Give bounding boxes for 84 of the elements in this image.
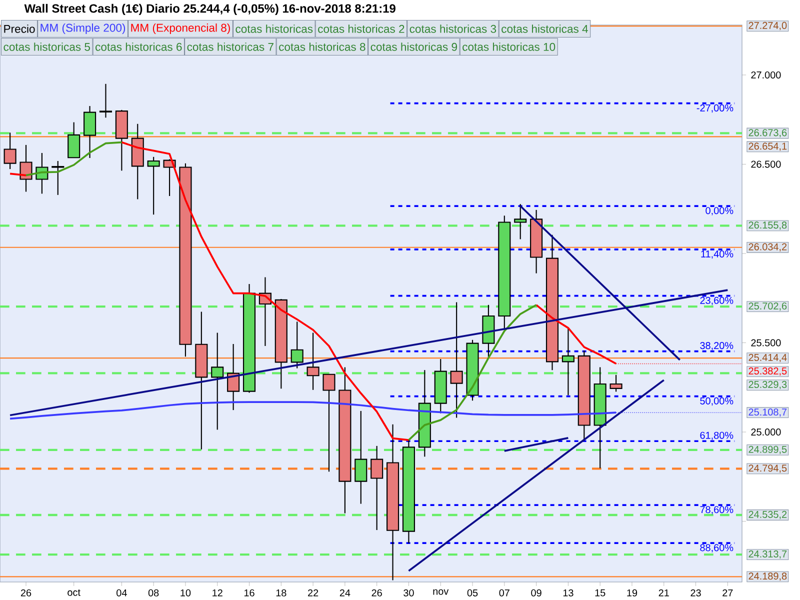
text: MM (Exponencial 8) xyxy=(131,23,230,34)
annotation: 38,20% xyxy=(700,342,734,350)
data-label: 25.382,5 xyxy=(748,367,787,376)
annotation: 78,60% xyxy=(700,506,734,514)
candlestick xyxy=(450,302,463,418)
annotation: cotas historicas 6 xyxy=(96,42,182,51)
candlestick xyxy=(4,132,16,170)
ref-line-label: 24.899,5 xyxy=(748,446,787,454)
line-series xyxy=(120,141,410,441)
candlestick xyxy=(52,160,64,196)
x-tick-label: 22 xyxy=(308,589,318,596)
x-tick-label: 07 xyxy=(499,589,510,596)
annotation: 23,60% xyxy=(700,296,734,306)
x-tick-label: 27 xyxy=(722,589,733,596)
y-tick-label: 27.000 xyxy=(751,71,781,78)
x-tick-label: 24 xyxy=(340,589,350,596)
candlestick xyxy=(610,374,622,392)
y-tick-label: 25.000 xyxy=(751,428,781,436)
annotation: 88,60% xyxy=(700,544,734,552)
annotation: cotas historicas 2 xyxy=(318,24,404,33)
candlestick xyxy=(354,410,368,504)
annotation: 50,00% xyxy=(700,397,734,406)
candlestick xyxy=(227,343,240,411)
x-tick-label: 30 xyxy=(404,589,414,596)
ref-line-label: 24.535,2 xyxy=(748,510,787,520)
candlestick xyxy=(370,445,384,531)
x-tick-label: 19 xyxy=(627,589,638,596)
ref-line-label: 26.034,2 xyxy=(748,243,787,252)
x-tick-label: 16 xyxy=(244,589,254,596)
ref-line-label: 24.794,5 xyxy=(748,464,787,473)
x-tick-label: 10 xyxy=(180,589,191,596)
x-tick-label: 18 xyxy=(276,589,286,596)
x-tick-label: 26 xyxy=(20,589,32,596)
annotation: cotas historicas 9 xyxy=(370,42,458,51)
candlestick xyxy=(322,373,336,472)
candlestick xyxy=(562,328,574,396)
x-tick-label: 21 xyxy=(658,589,669,596)
x-tick-label: 26 xyxy=(372,589,382,596)
ref-line-label: 26.155,8 xyxy=(748,222,787,230)
candlestick xyxy=(290,321,304,369)
x-tick-label: 12 xyxy=(212,589,222,596)
x-tick-label: nov xyxy=(433,589,449,595)
line-series xyxy=(408,304,538,441)
x-tick-label: 23 xyxy=(690,589,701,596)
ref-line-label: 26.654,1 xyxy=(748,142,787,151)
annotation: 61,80% xyxy=(700,432,734,440)
candlestick xyxy=(514,204,527,240)
y-tick-label: 25.500 xyxy=(751,339,781,346)
annotation: cotas historicas 3 xyxy=(410,24,496,33)
candlestick xyxy=(84,105,96,159)
annotation: 0,00% xyxy=(706,207,734,216)
annotation: cotas historicas xyxy=(236,24,313,33)
annotation: cotas historicas 7 xyxy=(187,42,274,51)
annotation: cotas historicas 5 xyxy=(4,42,90,51)
candlestick xyxy=(99,83,112,118)
annotation: cotas historicas 10 xyxy=(462,42,556,51)
ref-line-label: 24.189,8 xyxy=(748,572,787,581)
x-tick-label: oct xyxy=(68,589,80,596)
ref-line-label: 26.673,6 xyxy=(748,129,787,138)
x-tick-label: 13 xyxy=(563,589,574,596)
candlestick xyxy=(20,144,32,192)
chart-title: Wall Street Cash (1€) Diario 25.244,4 (-0,05%) 16-nov-2018 8:21:19 xyxy=(24,4,396,16)
annotation: 11,40% xyxy=(701,250,734,259)
text: Precio xyxy=(4,24,35,33)
candlestick xyxy=(211,332,224,430)
y-tick-label: 26.500 xyxy=(751,160,781,168)
ref-line-label: 27.274,0 xyxy=(748,22,787,30)
ref-line-label: 24.313,7 xyxy=(748,550,787,559)
x-tick-label: 09 xyxy=(531,589,542,596)
text: MM (Simple 200) xyxy=(40,23,126,34)
ref-line-label: 25.414,4 xyxy=(748,354,787,362)
ref-line-label: 25.329,3 xyxy=(748,380,787,390)
annotation: -27,00% xyxy=(696,104,734,113)
candlestick xyxy=(147,156,160,216)
x-tick-label: 15 xyxy=(595,589,606,596)
x-tick-label: 05 xyxy=(467,589,478,596)
data-label: 25.108,7 xyxy=(748,408,787,417)
candlestick xyxy=(68,122,80,158)
candlestick xyxy=(306,332,320,390)
annotation: cotas historicas 4 xyxy=(502,24,588,33)
ref-line-label: 25.702,6 xyxy=(748,302,787,311)
x-tick-label: 08 xyxy=(148,589,159,596)
annotation: cotas historicas 8 xyxy=(279,42,366,51)
x-tick-label: 04 xyxy=(116,589,127,596)
